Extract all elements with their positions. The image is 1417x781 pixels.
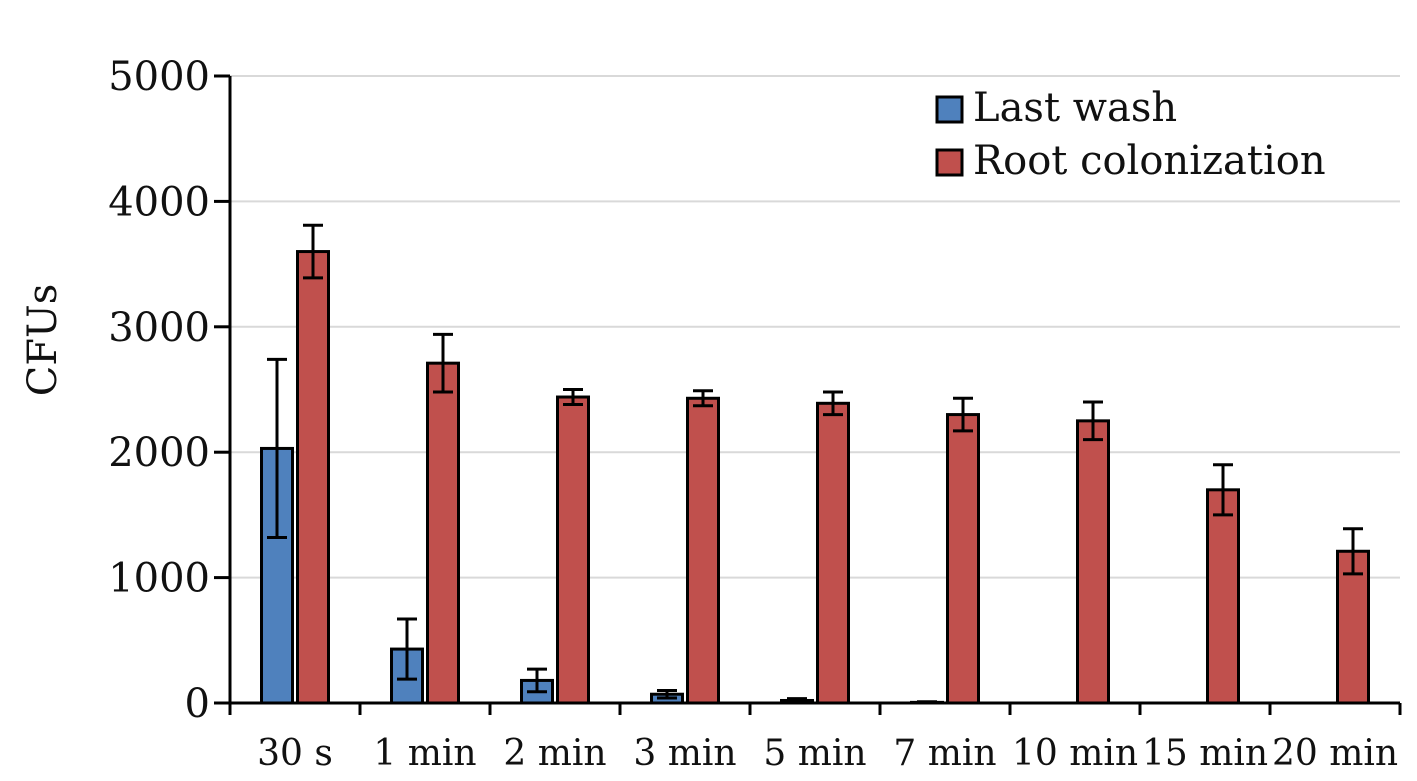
x-tick-label: 15 min <box>1142 733 1268 774</box>
x-tick-label: 30 s <box>257 733 333 774</box>
y-tick-label: 5000 <box>108 54 210 100</box>
x-tick-label: 10 min <box>1012 733 1138 774</box>
bar-root-colonization <box>556 395 590 705</box>
bar-root-colonization <box>296 250 330 705</box>
x-tick-label: 1 min <box>373 733 476 774</box>
y-tick-label: 1000 <box>108 556 210 602</box>
y-tick-label: 2000 <box>108 430 210 476</box>
bar-root-colonization <box>1076 419 1110 705</box>
bar-root-colonization <box>426 361 460 705</box>
y-tick-label: 0 <box>185 681 210 727</box>
tick-labels: 0 1000 2000 3000 4000 5000 30 s 1 min 2 min 3 min… <box>108 54 1398 774</box>
x-tick-label: 3 min <box>633 733 736 774</box>
y-tick-label: 4000 <box>108 179 210 225</box>
axes <box>214 74 1402 715</box>
x-tick-label: 7 min <box>893 733 996 774</box>
bar-root-colonization <box>686 396 720 705</box>
x-tick-label: 2 min <box>503 733 606 774</box>
y-axis-label: CFUs <box>20 284 66 397</box>
legend-swatch <box>935 148 964 177</box>
bars <box>260 250 1370 705</box>
bar-root-colonization <box>1336 549 1370 705</box>
bar-root-colonization <box>816 401 850 705</box>
y-tick-label: 3000 <box>108 305 210 351</box>
legend: Last wash Root colonization <box>935 85 1326 184</box>
x-tick-label: 20 min <box>1272 733 1398 774</box>
x-tick-label: 5 min <box>763 733 866 774</box>
legend-swatch <box>935 95 964 124</box>
legend-label: Last wash <box>973 85 1177 131</box>
gridlines <box>230 75 1400 579</box>
bar-root-colonization <box>946 413 980 705</box>
legend-label: Root colonization <box>973 138 1326 184</box>
bar-root-colonization <box>1206 488 1240 705</box>
